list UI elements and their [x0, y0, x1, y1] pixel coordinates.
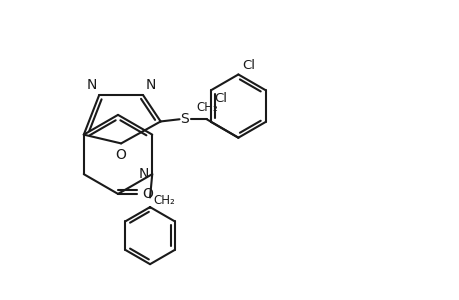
Text: S: S [180, 112, 189, 126]
Text: O: O [115, 148, 126, 162]
Text: CH₂: CH₂ [196, 100, 217, 114]
Text: O: O [142, 187, 153, 201]
Text: N: N [86, 78, 97, 92]
Text: Cl: Cl [214, 92, 227, 106]
Text: Cl: Cl [241, 59, 254, 72]
Text: CH₂: CH₂ [153, 194, 174, 207]
Text: N: N [138, 167, 148, 181]
Text: N: N [145, 78, 155, 92]
